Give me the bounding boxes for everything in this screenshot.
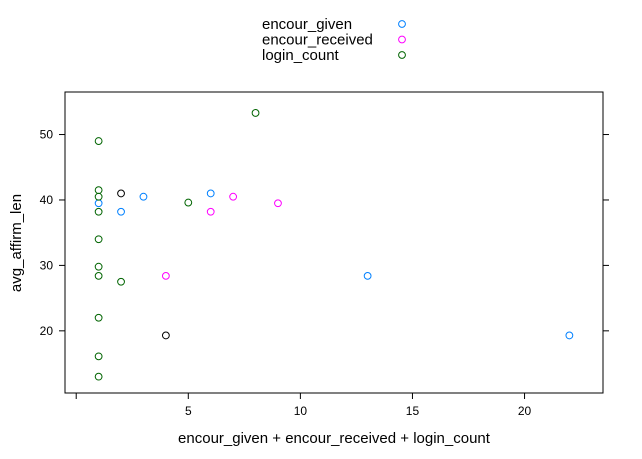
data-point (94, 186, 103, 195)
data-point (206, 207, 215, 216)
data-points (94, 109, 574, 381)
data-point (565, 331, 574, 340)
x-axis-label: encour_given + encour_received + login_c… (178, 430, 491, 447)
legend-label: encour_given (262, 16, 352, 33)
x-tick-label: 15 (406, 404, 420, 418)
data-point (94, 137, 103, 145)
data-point (117, 277, 125, 286)
legend-marker (398, 51, 406, 59)
legend-marker (398, 20, 406, 28)
x-axis: 5 10 15 20 (75, 393, 532, 418)
data-point (94, 313, 103, 322)
data-point (94, 192, 103, 201)
data-point (229, 192, 238, 201)
data-point (139, 192, 148, 201)
plot-frame (64, 91, 604, 394)
data-point (94, 235, 103, 244)
data-point (184, 198, 193, 207)
data-point (117, 189, 125, 198)
legend-label: login_count (262, 47, 340, 64)
data-point (161, 331, 170, 340)
data-point (94, 207, 103, 216)
y-axis: 20 30 40 50 (40, 128, 609, 338)
data-point (251, 109, 260, 117)
y-tick-label: 50 (40, 128, 54, 142)
data-point (94, 372, 103, 381)
y-tick-label: 30 (40, 258, 54, 272)
data-point (274, 199, 282, 208)
data-point (94, 271, 103, 280)
x-tick-label: 5 (185, 404, 192, 418)
data-point (94, 262, 103, 271)
legend-label: encour_received (262, 32, 373, 49)
legend-marker (398, 35, 406, 44)
data-point (94, 199, 103, 208)
x-tick-label: 10 (294, 404, 308, 418)
y-tick-label: 40 (40, 193, 54, 207)
data-point (117, 207, 125, 216)
data-point (206, 189, 215, 198)
data-point (363, 271, 372, 280)
y-axis-label: avg_affirm_len (8, 194, 25, 292)
data-point (161, 271, 170, 280)
y-tick-label: 20 (40, 324, 54, 338)
x-tick-label: 20 (518, 404, 532, 418)
data-point (94, 352, 103, 361)
